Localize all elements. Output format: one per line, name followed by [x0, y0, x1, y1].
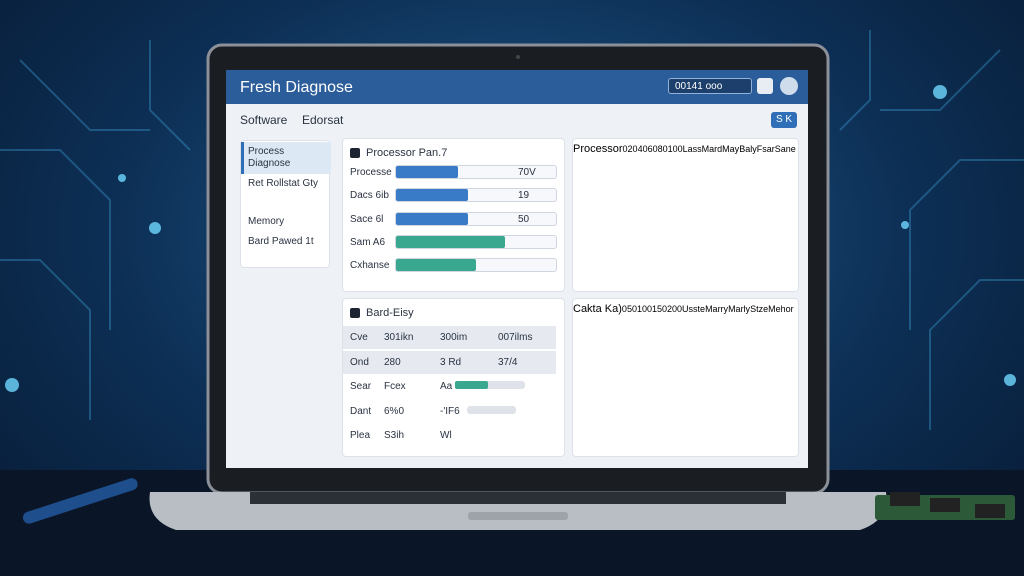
chart-title: Cakta Ka) [573, 303, 622, 315]
table-cell: 301ikn [384, 332, 414, 343]
app-window: Fresh Diagnose 00141 ooo Software Edorsa… [226, 70, 808, 468]
x-tick-label: Sane [774, 144, 796, 154]
table-cell: Fcex [384, 381, 406, 392]
progress-track [467, 405, 516, 414]
icon [350, 148, 360, 158]
sidebar-item[interactable]: Bard Pawed 1t [248, 236, 314, 247]
table-cell: Ond [350, 356, 369, 368]
table-cell: 6%0 [384, 405, 405, 417]
table-cell: Cve [350, 332, 368, 343]
table-cell: -'IF6 [440, 405, 460, 417]
sidebar-item[interactable]: Ret Rollstat Gty [248, 178, 319, 189]
x-tick-label: Fsar [756, 144, 775, 154]
row-bg [343, 350, 556, 374]
table-cell: Dant [350, 405, 372, 417]
progress-track [395, 258, 557, 273]
table-panel [342, 298, 565, 457]
row-label: Sam A6 [350, 236, 386, 248]
table-cell: S3ih [384, 430, 405, 441]
row-label: Dacs 6ib [350, 190, 389, 202]
table-cell: 300im [440, 332, 468, 343]
x-tick-label: May [722, 144, 740, 154]
progress-track [395, 234, 557, 249]
chart-panel: Processor020406080100LassMardMayBalyFsar… [572, 138, 799, 292]
action-button[interactable]: S K [771, 112, 797, 128]
table-cell: Sear [350, 381, 372, 392]
row-value: 70V [518, 167, 536, 178]
icon [350, 308, 360, 318]
table-cell: 007ilms [498, 332, 533, 343]
row-label: Sace 6l [350, 213, 384, 225]
table-cell: Wl [440, 430, 452, 441]
sidebar-item[interactable]: Memory [248, 216, 285, 227]
nav-item[interactable]: Software [240, 113, 288, 127]
nav-item[interactable]: Edorsat [302, 113, 344, 127]
panel-title: Bard-Eisy [366, 307, 414, 319]
row-label: Processe [350, 167, 392, 178]
x-tick-label: Stze [750, 304, 769, 314]
y-tick-label: 0 [622, 144, 628, 154]
x-tick-label: Usste [682, 304, 706, 314]
y-tick-label: 50 [626, 304, 637, 314]
table-cell: 3 Rd [440, 356, 462, 368]
row-bg [343, 326, 556, 349]
row-value: 19 [518, 190, 530, 202]
app-title: Fresh Diagnose [240, 79, 353, 96]
chart: Processor020406080100LassMardMayBalyFsar… [573, 139, 796, 157]
search-box[interactable]: 00141 ooo [668, 78, 752, 94]
row-value: 50 [518, 213, 530, 225]
y-tick-label: 150 [651, 304, 668, 314]
panel-title: Processor Pan.7 [366, 147, 448, 159]
avatar[interactable] [780, 77, 798, 95]
x-tick-label: Mehor [768, 304, 794, 314]
progress-fill [396, 235, 505, 248]
x-tick-label: Baly [739, 144, 757, 154]
sidebar-active [241, 142, 331, 174]
y-tick-label: 100 [636, 304, 652, 314]
y-tick-label: 40 [637, 144, 648, 154]
progress-fill [396, 166, 459, 178]
search-button[interactable] [757, 78, 773, 94]
progress-fill [396, 189, 468, 202]
chart-title: Processor [573, 143, 623, 155]
y-tick-label: 0 [621, 304, 627, 314]
x-tick-label: Lass [682, 144, 702, 154]
progress-track [395, 211, 557, 226]
sidebar-item[interactable]: Process Diagnose [248, 146, 291, 169]
y-tick-label: 100 [667, 144, 683, 154]
table-cell: 280 [384, 356, 401, 368]
y-tick-label: 80 [657, 144, 668, 154]
chart: Cakta Ka)050100150200UssteMarryMarlyStze… [573, 299, 794, 317]
progress-track [395, 188, 557, 203]
progress-fill [396, 212, 468, 225]
progress-track [395, 165, 557, 179]
chart-panel: Cakta Ka)050100150200UssteMarryMarlyStze… [572, 298, 799, 457]
x-tick-label: Mard [701, 144, 723, 154]
progress-track [455, 381, 525, 389]
progress-fill [455, 381, 488, 389]
y-tick-label: 200 [667, 304, 683, 314]
progress-fill [396, 259, 476, 272]
table-cell: Aa [440, 381, 453, 392]
table-cell: Plea [350, 430, 371, 441]
row-label: Cxhanse [350, 260, 390, 272]
y-tick-label: 20 [627, 144, 638, 154]
x-tick-label: Marly [728, 304, 751, 314]
x-tick-label: Marry [705, 304, 729, 314]
y-tick-label: 60 [647, 144, 658, 154]
table-cell: 37/4 [498, 356, 518, 368]
